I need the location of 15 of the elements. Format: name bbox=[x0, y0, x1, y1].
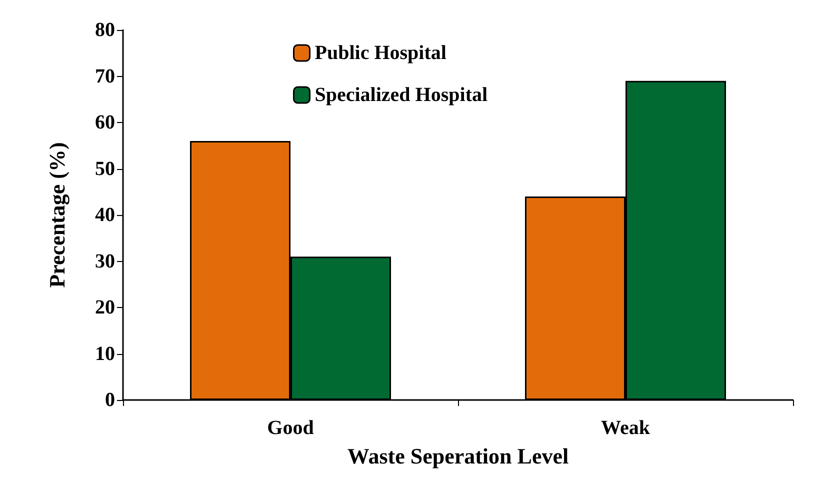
x-axis-title: Waste Seperation Level bbox=[347, 444, 569, 468]
legend-label: Public Hospital bbox=[314, 42, 447, 64]
y-tick-label: 10 bbox=[95, 342, 115, 365]
x-tick-label: Good bbox=[267, 417, 314, 439]
legend-label: Specialized Hospital bbox=[314, 84, 488, 106]
y-tick-label: 70 bbox=[95, 65, 115, 88]
y-axis-title: Precentage (%) bbox=[44, 142, 70, 288]
y-tick-label: 60 bbox=[95, 112, 115, 134]
y-tick-label: 20 bbox=[95, 296, 115, 318]
x-tick-label: Weak bbox=[601, 417, 651, 439]
y-tick-label: 0 bbox=[105, 389, 115, 411]
y-tick-label: 40 bbox=[95, 204, 115, 226]
y-tick-label: 30 bbox=[95, 250, 115, 272]
y-tick-label: 50 bbox=[95, 158, 115, 180]
y-tick-label: 80 bbox=[95, 19, 115, 41]
